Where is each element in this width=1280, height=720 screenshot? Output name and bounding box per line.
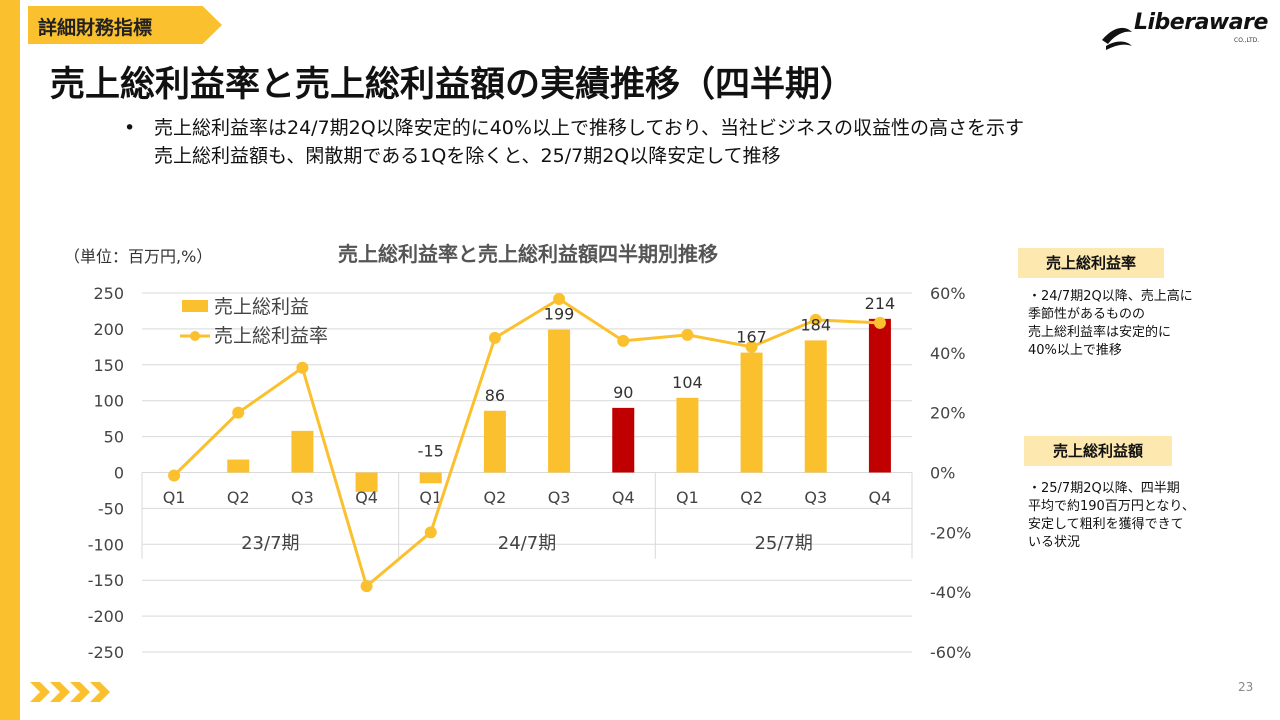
margin-note-line: 40%以上で推移 [1028,343,1122,358]
bar [419,472,442,484]
logo-text: Liberaware [1134,10,1268,35]
y-left-tick-label: 200 [93,320,124,339]
chevrons-icon [30,682,110,702]
x-tick-label: Q3 [804,488,827,507]
x-tick-label: Q2 [227,488,250,507]
margin-point [296,361,309,374]
margin-note-line: 売上総利益率は安定的に [1028,325,1172,340]
unit-note: （単位：百万円,%） [64,247,212,266]
margin-tag: 売上総利益率 [1018,248,1164,278]
section-tag: 詳細財務指標 [28,6,222,44]
bar-data-label: 167 [736,328,767,347]
x-tick-label: Q4 [355,488,378,507]
bullet-marker: • [124,117,136,139]
amount-note: ・25/7期2Q以降、四半期 平均で約190百万円となり、 安定して粗利を獲得で… [1028,480,1195,552]
margin-line [173,297,880,589]
bar-data-label: -15 [418,442,444,461]
bar [355,472,378,492]
x-tick-label: Q1 [676,488,699,507]
bullet-line-2: 売上総利益額も、閑散期である1Qを除くと、25/7期2Q以降安定して推移 [154,145,781,167]
y-right-tick-label: 60% [930,284,966,303]
margin-point [424,526,437,539]
bar [868,318,891,473]
x-tick-label: Q1 [419,488,442,507]
bullet-line-1: 売上総利益率は24/7期2Q以降安定的に40%以上で推移しており、当社ビジネスの… [154,117,1025,139]
margin-note-line: ・24/7期2Q以降、売上高に [1028,289,1193,304]
bar [291,430,314,473]
bar [740,352,763,473]
y-left-tick-label: 250 [93,284,124,303]
margin-point [488,331,501,344]
x-tick-label: Q1 [163,488,186,507]
margin-point [809,313,822,326]
bar-data-label: 104 [672,373,703,392]
y-left-tick-label: -250 [88,643,124,662]
bullet-list: • 売上総利益率は24/7期2Q以降安定的に40%以上で推移しており、当社ビジネ… [124,114,1024,170]
left-accent-bar [0,0,20,720]
margin-note: ・24/7期2Q以降、売上高に 季節性があるものの 売上総利益率は安定的に 40… [1028,288,1193,360]
x-tick-label: Q4 [612,488,635,507]
y-right-tick-label: 0% [930,464,955,483]
legend-line-label: 売上総利益率 [214,325,328,347]
group-label: 23/7期 [241,533,299,554]
bar [612,407,635,473]
chart-title: 売上総利益率と売上総利益額四半期別推移 [338,242,718,266]
section-tag-label: 詳細財務指標 [38,17,153,39]
y-left-tick-label: 150 [93,356,124,375]
x-tick-label: Q2 [740,488,763,507]
bar [227,459,250,473]
y-right-tick-label: -60% [930,643,971,662]
liberaware-logo [1102,27,1132,50]
margin-point [553,292,566,305]
y-left-tick-label: 0 [114,464,124,483]
bar [483,410,506,473]
bar [804,340,827,473]
amount-note-line: 平均で約190百万円となり、 [1028,499,1195,514]
y-left-tick-label: -200 [88,607,124,626]
bar-data-label: 214 [865,294,896,313]
group-label: 25/7期 [754,533,812,554]
margin-point [681,328,694,341]
x-tick-label: Q3 [291,488,314,507]
y-left-tick-label: 50 [104,428,124,447]
y-right-tick-label: 40% [930,344,966,363]
bar-data-label: 86 [485,386,505,405]
legend-bar-label: 売上総利益 [214,296,309,318]
y-left-tick-label: 100 [93,392,124,411]
legend-line-marker [190,331,200,341]
page-title: 売上総利益率と売上総利益額の実績推移（四半期） [50,65,856,105]
margin-point [873,316,886,329]
margin-point [232,406,245,419]
bar-data-label: 90 [613,383,633,402]
bar [548,329,571,473]
amount-note-line: 安定して粗利を獲得できて [1028,517,1184,532]
amount-tag: 売上総利益額 [1024,436,1172,466]
margin-point [360,580,373,593]
margin-note-line: 季節性があるものの [1028,307,1146,322]
x-tick-label: Q3 [548,488,571,507]
amount-note-line: いる状況 [1028,535,1081,550]
y-right-tick-label: 20% [930,404,966,423]
x-tick-label: Q4 [869,488,892,507]
margin-point [617,334,630,347]
y-right-tick-label: -40% [930,583,971,602]
y-left-tick-label: -50 [98,499,124,518]
page-number: 23 [1238,680,1254,694]
bar-data-label: 199 [544,305,575,324]
x-tick-label: Q2 [484,488,507,507]
group-label: 24/7期 [498,533,556,554]
legend-bar-swatch [182,300,208,312]
bar [676,397,699,473]
y-right-tick-label: -20% [930,523,971,542]
y-left-tick-label: -150 [88,571,124,590]
logo-subtext: CO.,LTD. [1234,37,1260,44]
bar-data-label: 184 [800,315,831,334]
amount-note-line: ・25/7期2Q以降、四半期 [1028,481,1180,496]
margin-point [168,469,181,482]
margin-point [745,340,758,353]
y-left-tick-label: -100 [88,535,124,554]
